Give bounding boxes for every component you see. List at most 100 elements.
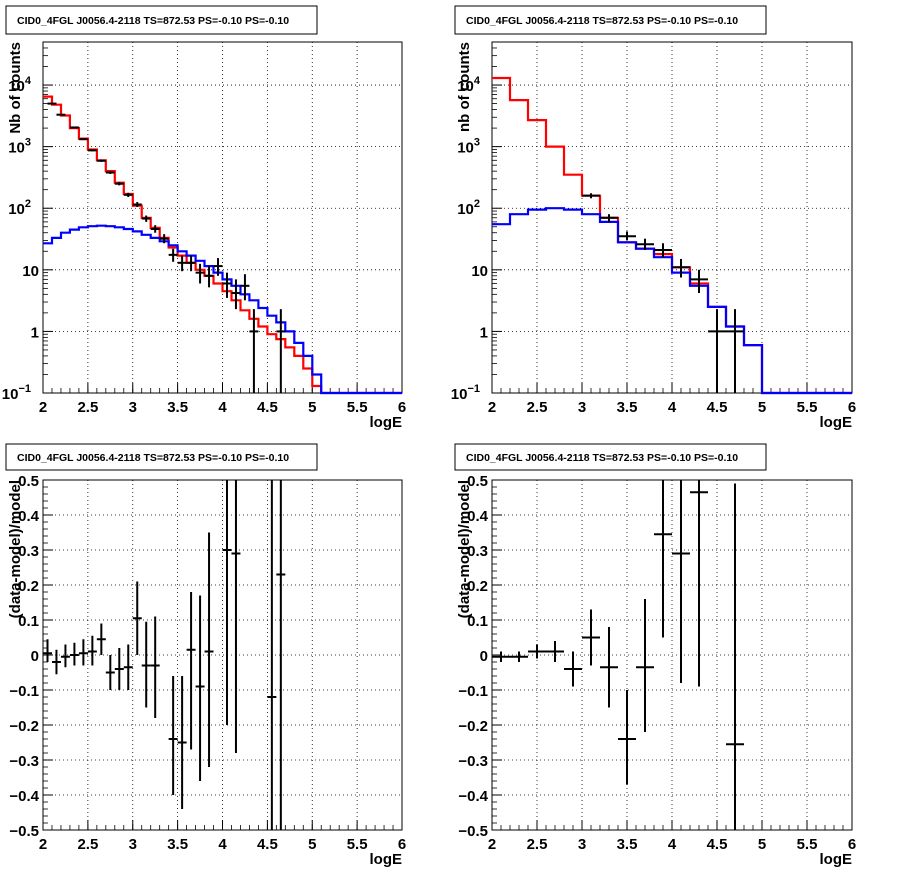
x-tick-label: 4.5 [257, 836, 278, 853]
data-point [105, 171, 115, 174]
data-point [582, 193, 600, 199]
x-tick-label: 2 [488, 836, 496, 853]
data-point [510, 651, 528, 662]
data-point [204, 532, 214, 767]
x-tick-label: 2.5 [77, 836, 98, 853]
x-tick-label: 4 [668, 399, 677, 416]
x-tick-label: 6 [848, 836, 856, 853]
x-tick-label: 6 [398, 399, 406, 416]
y-tick-label: 0.2 [18, 578, 39, 595]
x-tick-label: 5.5 [797, 836, 818, 853]
y-tick-label: 104 [8, 75, 32, 95]
y-tick-label: −0.4 [458, 788, 488, 805]
x-tick-label: 2 [488, 399, 496, 416]
data-point [654, 243, 672, 258]
data-point [43, 639, 52, 662]
data-point [141, 621, 151, 708]
x-tick-label: 4 [218, 836, 227, 853]
chart-title: CID0_4FGL J0056.4-2118 TS=872.53 PS=-0.1… [466, 15, 738, 27]
data-point [168, 248, 178, 262]
bkg-model-histogram [492, 207, 852, 395]
data-point [267, 480, 277, 830]
x-tick-label: 4.5 [257, 399, 278, 416]
x-tick-label: 3.5 [617, 836, 638, 853]
chart-panel-1: 2 2.5 3 3.5 4 4.5 5 5.5 6 10−1 1 10 102 103 104 logE Nb … [2, 5, 406, 431]
data-point [708, 309, 726, 393]
chart-panel-3: 2 2.5 3 3.5 4 4.5 5 5.5 6 −0.5 −0.4 −0.3 −0.2 −0.1 0 0.… [5, 443, 406, 868]
data-point [186, 255, 196, 272]
data-point [132, 202, 142, 207]
y-tick-label: 0 [31, 648, 39, 665]
y-tick-label: −0.4 [9, 788, 39, 805]
data-point [636, 599, 654, 732]
data-point [618, 690, 636, 785]
chart-title: CID0_4FGL J0056.4-2118 TS=872.53 PS=-0.1… [17, 15, 289, 27]
x-tick-label: 5.5 [797, 399, 818, 416]
chart-title-box [5, 443, 318, 471]
x-tick-label: 3 [129, 399, 137, 416]
x-tick-label: 3 [578, 399, 586, 416]
y-tick-label: −0.2 [9, 718, 39, 735]
data-point [672, 480, 690, 683]
data-point [186, 592, 196, 750]
x-tick-label: 4 [218, 399, 227, 416]
y-tick-label: −0.1 [9, 683, 39, 700]
data-point [690, 269, 708, 294]
x-tick-label: 6 [848, 399, 856, 416]
data-point [690, 480, 708, 687]
y-tick-label: 10 [22, 263, 39, 280]
x-tick-label: 2.5 [77, 399, 98, 416]
y-tick-label: 0.4 [467, 508, 489, 525]
data-point [56, 113, 66, 116]
x-tick-label: 5 [758, 836, 766, 853]
bkg-model-histogram [43, 224, 402, 395]
data-point [96, 623, 106, 655]
chart-title: CID0_4FGL J0056.4-2118 TS=872.53 PS=-0.1… [17, 452, 289, 464]
chart-title-box [454, 5, 767, 35]
x-tick-label: 5.5 [347, 399, 368, 416]
data-point [168, 676, 178, 795]
data-point [249, 309, 259, 393]
data-point [177, 676, 187, 809]
y-axis-label: nb of counts [456, 42, 473, 132]
y-tick-label: −0.2 [458, 718, 488, 735]
data-point [96, 159, 106, 162]
y-tick-label: 0.1 [467, 613, 488, 630]
data-point [60, 644, 70, 668]
y-tick-label: 102 [8, 198, 31, 218]
data-point [654, 480, 672, 638]
chart-title-box [454, 443, 767, 471]
y-tick-label: 0.3 [467, 543, 488, 560]
y-tick-label: 10−1 [451, 383, 480, 403]
y-axis-label: (data-model)/model [7, 480, 24, 618]
data-point [564, 651, 582, 687]
y-tick-label: 0 [480, 648, 488, 665]
y-tick-label: −0.5 [458, 823, 488, 840]
x-tick-label: 6 [398, 836, 406, 853]
data-point [222, 480, 232, 725]
chart-title: CID0_4FGL J0056.4-2118 TS=872.53 PS=-0.1… [466, 452, 738, 464]
y-tick-label: 1 [480, 324, 488, 341]
data-point [582, 609, 600, 666]
x-tick-label: 3 [578, 836, 586, 853]
data-point [276, 480, 286, 830]
data-point [528, 644, 546, 659]
y-tick-label: 0.2 [467, 578, 488, 595]
x-tick-label: 5 [308, 836, 316, 853]
data-point [726, 483, 744, 830]
x-axis-label: logE [820, 414, 853, 431]
data-point [132, 581, 142, 655]
data-point [195, 595, 205, 781]
data-point [141, 215, 151, 222]
data-point [47, 102, 57, 105]
y-tick-label: −0.3 [458, 753, 488, 770]
y-tick-label: 0.3 [18, 543, 39, 560]
data-point [672, 258, 690, 278]
data-point [87, 149, 97, 152]
y-tick-label: 103 [8, 137, 31, 157]
x-tick-label: 2.5 [527, 399, 548, 416]
data-point [159, 234, 169, 244]
x-tick-label: 3.5 [167, 836, 188, 853]
chart-panel-4: 2 2.5 3 3.5 4 4.5 5 5.5 6 −0.5 −0.4 −0.3 −0.2 −0.1 0 0.… [454, 443, 856, 868]
